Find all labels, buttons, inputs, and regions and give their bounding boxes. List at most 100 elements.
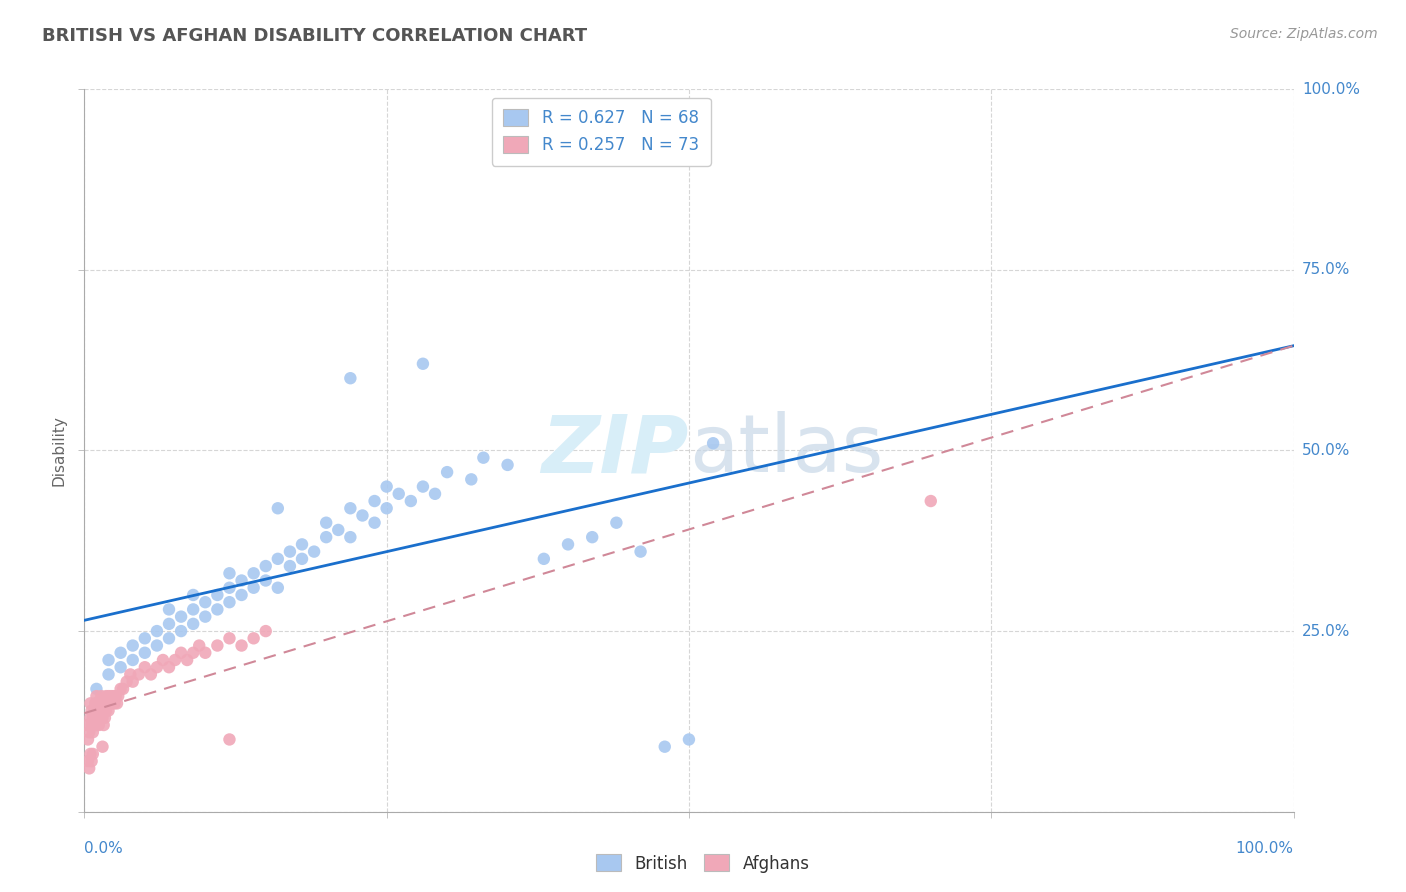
Point [207, 639, 229, 653]
Point [231, 639, 253, 653]
Point [170, 609, 193, 624]
Point [242, 581, 264, 595]
Text: 100.0%: 100.0% [1302, 82, 1360, 96]
Point [80, 718, 103, 732]
Point [79, 747, 101, 761]
Y-axis label: Disability: Disability [52, 415, 67, 486]
Point [375, 480, 398, 494]
Point [702, 436, 724, 450]
Text: ZIP: ZIP [541, 411, 689, 490]
Point [146, 639, 169, 653]
Point [80, 704, 103, 718]
Point [231, 588, 253, 602]
Point [399, 494, 422, 508]
Point [630, 544, 652, 558]
Point [79, 711, 101, 725]
Point [86, 689, 108, 703]
Point [170, 646, 193, 660]
Point [207, 602, 229, 616]
Point [581, 530, 603, 544]
Point [678, 732, 700, 747]
Point [412, 357, 434, 371]
Point [496, 458, 519, 472]
Point [86, 704, 108, 718]
Point [267, 501, 290, 516]
Point [328, 523, 350, 537]
Point [339, 371, 361, 385]
Point [315, 516, 337, 530]
Point [83, 718, 105, 732]
Point [267, 551, 290, 566]
Text: 75.0%: 75.0% [1302, 262, 1350, 277]
Text: Source: ZipAtlas.com: Source: ZipAtlas.com [1230, 27, 1378, 41]
Point [110, 681, 132, 696]
Point [76, 718, 98, 732]
Point [134, 646, 156, 660]
Point [112, 681, 135, 696]
Text: atlas: atlas [689, 411, 883, 490]
Text: 25.0%: 25.0% [1302, 624, 1350, 639]
Point [87, 718, 110, 732]
Point [134, 632, 156, 646]
Point [82, 711, 104, 725]
Point [100, 689, 122, 703]
Point [181, 646, 204, 660]
Point [533, 551, 555, 566]
Point [97, 653, 120, 667]
Point [89, 696, 111, 710]
Point [93, 718, 115, 732]
Point [110, 660, 132, 674]
Point [157, 632, 180, 646]
Point [91, 711, 114, 725]
Point [94, 704, 117, 718]
Point [87, 704, 110, 718]
Point [120, 667, 142, 681]
Point [339, 501, 361, 516]
Point [460, 472, 482, 486]
Point [218, 581, 240, 595]
Point [103, 689, 125, 703]
Point [254, 559, 277, 574]
Point [139, 667, 162, 681]
Point [218, 595, 240, 609]
Point [254, 574, 277, 588]
Point [242, 566, 264, 581]
Point [194, 609, 217, 624]
Point [194, 595, 217, 609]
Point [91, 696, 114, 710]
Point [97, 689, 120, 703]
Point [423, 487, 446, 501]
Point [101, 696, 124, 710]
Point [94, 689, 117, 703]
Point [86, 718, 108, 732]
Point [146, 660, 169, 674]
Point [157, 616, 180, 631]
Point [412, 480, 434, 494]
Point [121, 653, 143, 667]
Point [82, 747, 104, 761]
Text: 0.0%: 0.0% [84, 840, 124, 855]
Point [472, 450, 495, 465]
Point [157, 660, 180, 674]
Point [152, 653, 174, 667]
Point [79, 696, 101, 710]
Point [231, 574, 253, 588]
Point [77, 732, 100, 747]
Point [84, 696, 107, 710]
Point [278, 544, 301, 558]
Point [90, 704, 112, 718]
Legend: R = 0.627   N = 68, R = 0.257   N = 73: R = 0.627 N = 68, R = 0.257 N = 73 [492, 97, 710, 166]
Point [107, 689, 129, 703]
Point [98, 696, 121, 710]
Point [207, 588, 229, 602]
Point [254, 624, 277, 639]
Point [93, 704, 115, 718]
Point [104, 689, 127, 703]
Point [557, 537, 579, 551]
Point [194, 646, 217, 660]
Point [352, 508, 374, 523]
Point [181, 602, 204, 616]
Point [97, 704, 120, 718]
Point [188, 639, 211, 653]
Point [128, 667, 150, 681]
